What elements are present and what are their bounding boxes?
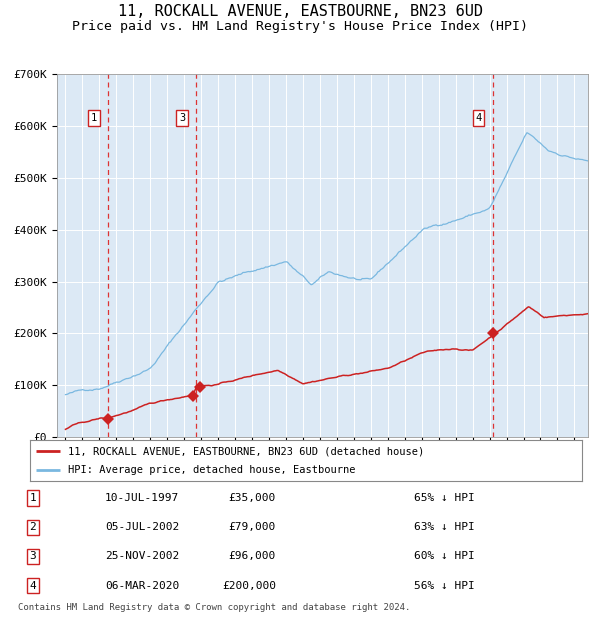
Text: 60% ↓ HPI: 60% ↓ HPI [414, 551, 475, 562]
Text: 4: 4 [29, 580, 37, 591]
Text: Contains HM Land Registry data © Crown copyright and database right 2024.: Contains HM Land Registry data © Crown c… [18, 603, 410, 613]
Text: 3: 3 [29, 551, 37, 562]
Text: £200,000: £200,000 [222, 580, 276, 591]
Text: 11, ROCKALL AVENUE, EASTBOURNE, BN23 6UD (detached house): 11, ROCKALL AVENUE, EASTBOURNE, BN23 6UD… [68, 446, 424, 456]
Text: 65% ↓ HPI: 65% ↓ HPI [414, 493, 475, 503]
Text: 06-MAR-2020: 06-MAR-2020 [105, 580, 179, 591]
Text: 10-JUL-1997: 10-JUL-1997 [105, 493, 179, 503]
Text: £96,000: £96,000 [229, 551, 276, 562]
Text: Price paid vs. HM Land Registry's House Price Index (HPI): Price paid vs. HM Land Registry's House … [72, 20, 528, 33]
Text: 4: 4 [475, 113, 481, 123]
Text: 63% ↓ HPI: 63% ↓ HPI [414, 522, 475, 533]
Text: £35,000: £35,000 [229, 493, 276, 503]
Text: 1: 1 [91, 113, 97, 123]
Text: 05-JUL-2002: 05-JUL-2002 [105, 522, 179, 533]
Text: HPI: Average price, detached house, Eastbourne: HPI: Average price, detached house, East… [68, 466, 355, 476]
Text: 1: 1 [29, 493, 37, 503]
Text: 3: 3 [179, 113, 185, 123]
Text: £79,000: £79,000 [229, 522, 276, 533]
Text: 25-NOV-2002: 25-NOV-2002 [105, 551, 179, 562]
Text: 2: 2 [29, 522, 37, 533]
Text: 11, ROCKALL AVENUE, EASTBOURNE, BN23 6UD: 11, ROCKALL AVENUE, EASTBOURNE, BN23 6UD [118, 4, 482, 19]
Text: 56% ↓ HPI: 56% ↓ HPI [414, 580, 475, 591]
